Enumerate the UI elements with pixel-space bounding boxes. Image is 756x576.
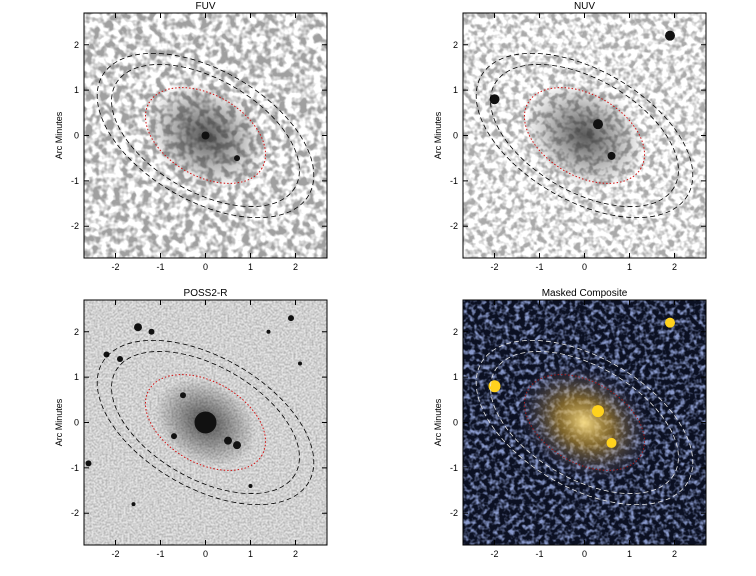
- x-tick-label: -2: [490, 549, 498, 559]
- aperture-inner: [523, 374, 646, 471]
- y-tick-label: 2: [74, 327, 79, 337]
- star: [103, 351, 110, 358]
- panel-title: NUV: [574, 1, 595, 12]
- aperture-outer: [96, 52, 315, 219]
- star: [488, 380, 501, 393]
- x-tick-label: 0: [582, 549, 587, 559]
- star: [288, 315, 294, 322]
- star: [224, 436, 232, 445]
- star: [593, 119, 603, 130]
- panel-title: Masked Composite: [542, 288, 628, 299]
- aperture-outer: [490, 351, 679, 494]
- x-tick-label: -2: [111, 549, 119, 559]
- x-tick-label: 0: [203, 262, 208, 272]
- star: [592, 405, 604, 418]
- panel: FUV Arc Minutes -2 -1 0 1 2 -2 -1 0 1 2: [54, 1, 328, 272]
- y-axis-label: Arc Minutes: [54, 398, 64, 446]
- y-tick-label: 2: [453, 40, 458, 50]
- panel-image: [84, 300, 327, 545]
- x-tick-label: 2: [293, 549, 298, 559]
- x-tick-label: -1: [156, 262, 164, 272]
- panel-title: POSS2-R: [184, 288, 228, 299]
- star: [180, 392, 186, 399]
- star: [665, 317, 675, 328]
- aperture-inner: [144, 374, 267, 471]
- y-tick-label: 0: [74, 418, 79, 428]
- y-tick-label: 0: [74, 131, 79, 141]
- star: [489, 94, 500, 105]
- y-axis-label: Arc Minutes: [433, 398, 443, 446]
- y-tick-label: -2: [71, 221, 79, 231]
- star: [85, 460, 92, 467]
- galaxy-glow: [516, 363, 653, 482]
- y-tick-label: 1: [74, 85, 79, 95]
- star: [194, 411, 217, 434]
- aperture-outer: [475, 339, 694, 506]
- y-tick-label: -1: [450, 463, 458, 473]
- y-tick-label: -2: [71, 508, 79, 518]
- y-tick-label: 1: [453, 372, 458, 382]
- panel-image: [463, 300, 706, 545]
- star: [298, 361, 302, 366]
- x-tick-label: 2: [672, 262, 677, 272]
- y-tick-label: 1: [74, 372, 79, 382]
- x-tick-label: 1: [248, 549, 253, 559]
- x-tick-label: -2: [111, 262, 119, 272]
- star: [665, 30, 675, 41]
- y-tick-label: 2: [453, 327, 458, 337]
- aperture-inner: [144, 87, 267, 184]
- x-tick-label: 0: [203, 549, 208, 559]
- panel: Masked Composite Arc Minutes -2 -1 0 1 2 -2 -1 0 1…: [433, 288, 707, 559]
- y-tick-label: -2: [450, 221, 458, 231]
- aperture-outer: [490, 64, 679, 207]
- panel-title: FUV: [196, 1, 216, 12]
- x-tick-label: -1: [156, 549, 164, 559]
- aperture-outer: [111, 64, 300, 207]
- y-tick-label: 0: [453, 131, 458, 141]
- star: [148, 328, 155, 335]
- y-tick-label: -1: [71, 463, 79, 473]
- x-tick-label: -1: [535, 549, 543, 559]
- y-tick-label: -1: [450, 176, 458, 186]
- star: [117, 355, 123, 362]
- x-tick-label: 2: [293, 262, 298, 272]
- x-tick-label: -1: [535, 262, 543, 272]
- star: [607, 151, 616, 160]
- y-tick-label: -1: [71, 176, 79, 186]
- y-axis-label: Arc Minutes: [433, 111, 443, 159]
- panel: NUV Arc Minutes -2 -1 0 1 2 -2 -1 0 1 2: [433, 1, 707, 272]
- star: [606, 437, 617, 448]
- aperture-inner: [523, 87, 646, 184]
- x-tick-label: 1: [627, 262, 632, 272]
- panel-image: [84, 13, 327, 258]
- x-tick-label: 1: [248, 262, 253, 272]
- y-tick-label: 1: [453, 85, 458, 95]
- star: [134, 323, 142, 332]
- y-tick-label: 0: [453, 418, 458, 428]
- x-tick-label: 2: [672, 549, 677, 559]
- y-tick-label: -2: [450, 508, 458, 518]
- star: [234, 155, 240, 162]
- y-tick-label: 2: [74, 40, 79, 50]
- x-tick-label: 1: [627, 549, 632, 559]
- y-axis-label: Arc Minutes: [54, 111, 64, 159]
- star: [201, 131, 210, 140]
- aperture-outer: [111, 351, 300, 494]
- star: [266, 329, 271, 334]
- star: [248, 484, 253, 489]
- galaxy-glow: [524, 82, 645, 189]
- x-tick-label: -2: [490, 262, 498, 272]
- panel: POSS2-R Arc Minutes -2 -1 0 1 2 -2 -1 0 1 2: [54, 288, 328, 559]
- star: [131, 502, 136, 507]
- star: [233, 441, 241, 450]
- panel-image: [463, 13, 706, 258]
- aperture-outer: [96, 339, 315, 506]
- star: [171, 433, 177, 440]
- x-tick-label: 0: [582, 262, 587, 272]
